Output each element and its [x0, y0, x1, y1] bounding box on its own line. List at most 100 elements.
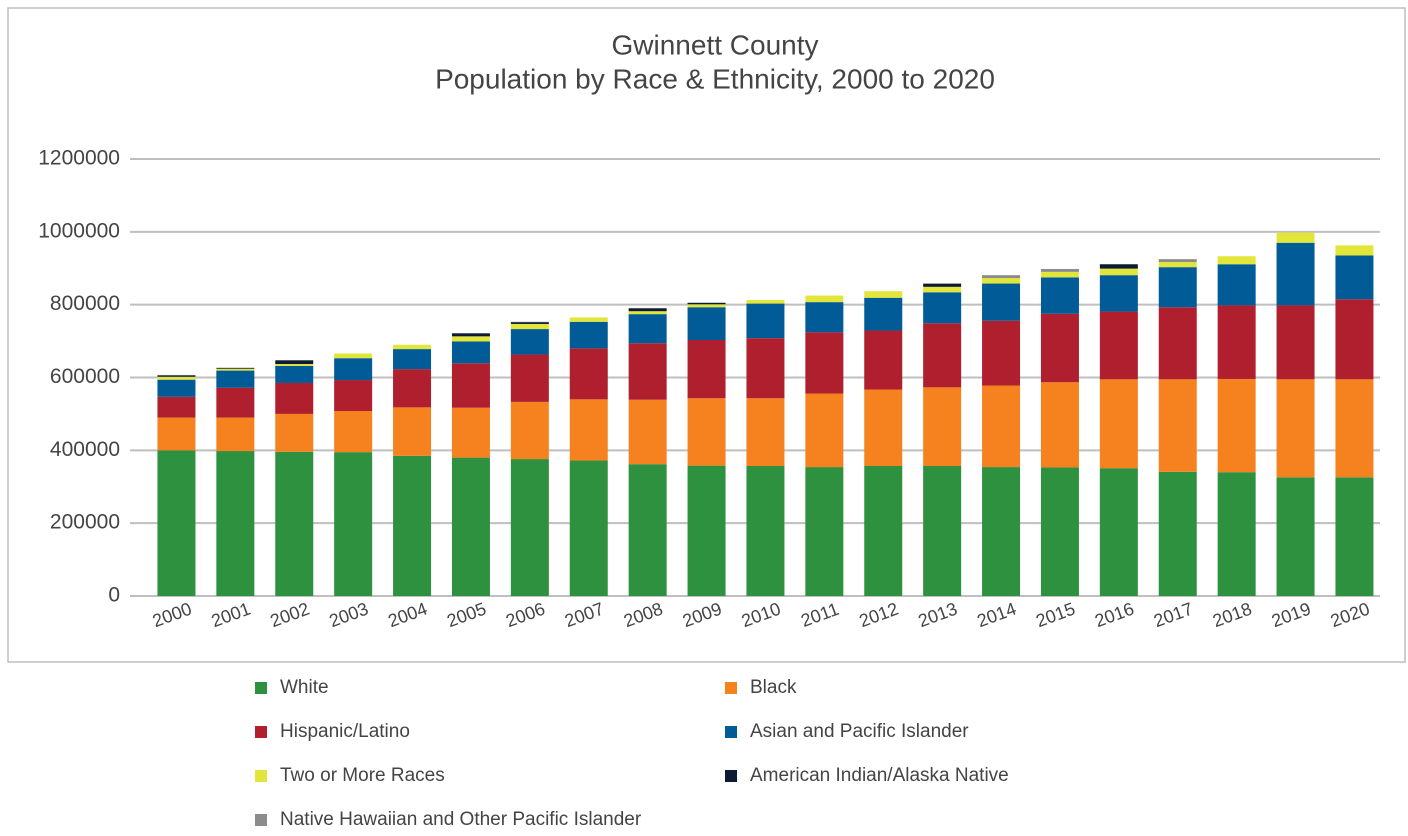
bar-segment — [628, 399, 667, 465]
bar-segment — [687, 307, 726, 340]
bar-segment — [923, 283, 962, 287]
chart-subtitle: Population by Race & Ethnicity, 2000 to … — [435, 63, 995, 94]
y-tick-label: 800000 — [50, 292, 120, 315]
bar-segment — [393, 344, 432, 350]
bar-segment — [628, 311, 667, 315]
bar-segment — [805, 302, 844, 333]
legend-label: White — [280, 677, 329, 698]
bar-segment — [805, 467, 844, 596]
bar-segment — [275, 382, 314, 414]
bar-segment — [510, 459, 549, 596]
bar-segment — [569, 321, 608, 349]
bar-segment — [805, 295, 844, 303]
legend-swatch — [255, 682, 267, 694]
bar-segment — [687, 339, 726, 399]
bar-segment — [1040, 277, 1079, 314]
bar-segment — [746, 303, 785, 339]
legend-swatch — [725, 726, 737, 738]
bar-segment — [334, 380, 373, 412]
bar-segment — [216, 417, 255, 452]
bar-segment — [982, 385, 1021, 468]
bar-segment — [982, 467, 1021, 596]
bar-segment — [746, 338, 785, 399]
legend-label: Asian and Pacific Islander — [750, 721, 969, 742]
bar-segment — [157, 376, 196, 380]
bar-segment — [1040, 313, 1079, 383]
bar-segment — [1099, 311, 1138, 380]
y-tick-label: 1000000 — [38, 219, 120, 242]
bar-segment — [1158, 307, 1197, 380]
bar-segment — [393, 455, 432, 596]
y-tick-label: 400000 — [50, 438, 120, 461]
bar-segment — [805, 393, 844, 468]
bar-segment — [334, 411, 373, 453]
bar-segment — [628, 314, 667, 344]
bar-segment — [746, 299, 785, 304]
bar-segment — [923, 323, 962, 388]
bar-segment — [746, 398, 785, 466]
bar-segment — [1099, 268, 1138, 276]
bar-segment — [1276, 379, 1315, 478]
bar-segment — [569, 348, 608, 400]
bar-segment — [1335, 299, 1374, 380]
bar-segment — [1335, 379, 1374, 478]
bar-segment — [1040, 382, 1079, 468]
bar-segment — [923, 286, 962, 293]
bar-segment — [628, 308, 667, 312]
bar-segment — [275, 360, 314, 365]
bar-segment — [1335, 255, 1374, 300]
bar-segment — [1099, 264, 1138, 269]
legend-swatch — [725, 770, 737, 782]
bar-segment — [1335, 245, 1374, 256]
bar-segment — [687, 398, 726, 466]
bar-segment — [864, 330, 903, 390]
bar-segment — [275, 413, 314, 452]
bar-segment — [982, 283, 1021, 321]
bar-segment — [451, 457, 490, 596]
bar-segment — [334, 353, 373, 359]
bar-segment — [1158, 267, 1197, 308]
bar-segment — [216, 387, 255, 418]
bar-segment — [216, 451, 255, 596]
bar-segment — [1276, 305, 1315, 380]
bar-segment — [746, 465, 785, 596]
bar-segment — [216, 370, 255, 388]
legend-swatch — [255, 726, 267, 738]
bar-segment — [1217, 305, 1256, 379]
bar-segment — [1099, 379, 1138, 469]
legend-swatch — [255, 770, 267, 782]
bar-segment — [923, 283, 962, 284]
bar-segment — [982, 275, 1021, 279]
bar-segment — [569, 317, 608, 322]
bar-segment — [1158, 471, 1197, 596]
bar-segment — [687, 302, 726, 305]
bar-segment — [923, 465, 962, 596]
bar-segment — [1158, 259, 1197, 263]
bar-segment — [451, 336, 490, 342]
bar-segment — [157, 396, 196, 418]
bar-segment — [451, 363, 490, 408]
y-tick-label: 0 — [108, 584, 120, 607]
bar-segment — [157, 417, 196, 451]
bar-segment — [864, 297, 903, 331]
bar-segment — [687, 304, 726, 308]
bar-segment — [1158, 379, 1197, 472]
bar-segment — [1276, 232, 1315, 243]
legend-label: Black — [750, 677, 797, 698]
bar-segment — [982, 320, 1021, 386]
bar-segment — [1217, 264, 1256, 306]
legend-label: Native Hawaiian and Other Pacific Island… — [280, 809, 642, 830]
bar-segment — [216, 368, 255, 371]
y-tick-label: 600000 — [50, 365, 120, 388]
bar-segment — [1217, 256, 1256, 265]
bar-segment — [923, 292, 962, 324]
bar-segment — [1217, 378, 1256, 473]
legend-label: Hispanic/Latino — [280, 721, 410, 742]
bar-segment — [157, 450, 196, 596]
bar-segment — [864, 389, 903, 466]
bar-segment — [1335, 477, 1374, 596]
bar-segment — [1276, 477, 1315, 596]
y-tick-label: 200000 — [50, 511, 120, 534]
bar-segment — [393, 349, 432, 370]
